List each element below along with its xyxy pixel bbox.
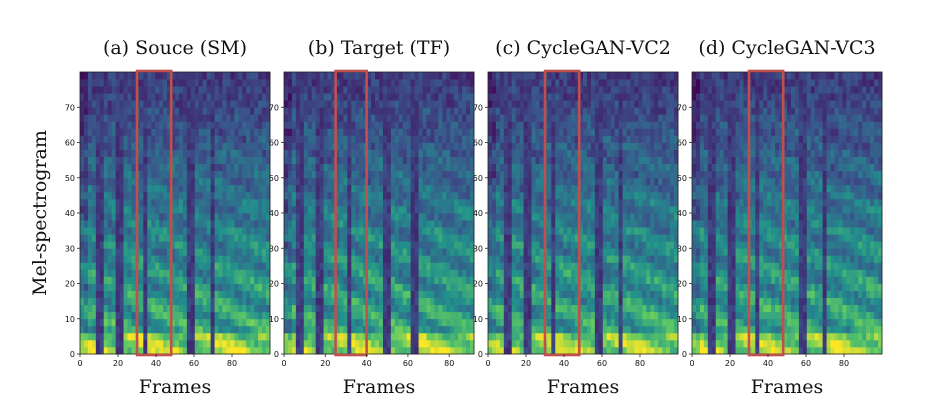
x-tick-label: 0 (689, 359, 694, 368)
y-tick-label: 30 (677, 244, 687, 253)
y-axis-label: Mel-spectrogram (29, 130, 51, 296)
panel-1: (a) Souce (SM) 0 20 40 60 80 0 10 20 30 40 50 60 70 Fr… (65, 37, 271, 398)
y-tick-label: 50 (65, 174, 75, 183)
y-tick-label: 60 (65, 139, 75, 148)
y-tick-label: 30 (473, 244, 483, 253)
y-tick-label: 50 (473, 174, 483, 183)
y-tick-label: 60 (473, 139, 483, 148)
y-tick-label: 0 (70, 350, 75, 359)
panel-title: (c) CycleGAN-VC2 (495, 37, 671, 59)
x-tick-label: 40 (559, 359, 569, 368)
y-tick-label: 0 (274, 350, 279, 359)
x-tick-label: 0 (77, 359, 82, 368)
y-tick-label: 40 (677, 209, 687, 218)
y-tick-label: 0 (682, 350, 687, 359)
y-tick-label: 20 (269, 280, 279, 289)
y-tick-label: 60 (269, 139, 279, 148)
x-axis-label: Frames (139, 376, 212, 398)
highlight-box (334, 69, 368, 357)
y-tick-label: 40 (65, 209, 75, 218)
y-tick-label: 40 (473, 209, 483, 218)
y-tick-label: 0 (478, 350, 483, 359)
x-tick-label: 60 (403, 359, 413, 368)
y-tick-label: 70 (677, 103, 687, 112)
highlight-box (135, 69, 173, 357)
x-tick-label: 40 (151, 359, 161, 368)
y-tick-label: 20 (65, 280, 75, 289)
panel-3: (c) CycleGAN-VC2 0 20 40 60 80 0 10 20 30 40 50 60 70… (473, 37, 679, 398)
x-axis-label: Frames (751, 376, 824, 398)
y-tick-label: 70 (269, 103, 279, 112)
panel-2: (b) Target (TF) 0 20 40 60 80 0 10 20 30 40 50 60 70 F… (269, 37, 475, 398)
y-tick-label: 40 (269, 209, 279, 218)
x-tick-label: 0 (485, 359, 490, 368)
heatmap-cells (80, 72, 271, 355)
y-tick-label: 10 (677, 315, 687, 324)
x-tick-label: 20 (725, 359, 735, 368)
highlight-box (747, 69, 785, 357)
x-tick-label: 60 (801, 359, 811, 368)
x-tick-label: 80 (635, 359, 645, 368)
y-tick-label: 20 (677, 280, 687, 289)
y-tick-label: 70 (65, 103, 75, 112)
x-tick-label: 20 (521, 359, 531, 368)
x-tick-label: 60 (597, 359, 607, 368)
y-tick-label: 30 (65, 244, 75, 253)
panel-title: (a) Souce (SM) (103, 37, 247, 59)
heatmap-cells (488, 72, 679, 355)
y-tick-label: 30 (269, 244, 279, 253)
panels-group: (a) Souce (SM) 0 20 40 60 80 0 10 20 30 40 50 60 70 Fr… (65, 37, 883, 398)
y-tick-label: 20 (473, 280, 483, 289)
x-tick-label: 20 (113, 359, 123, 368)
panel-title: (b) Target (TF) (308, 37, 450, 59)
y-tick-label: 10 (65, 315, 75, 324)
y-tick-label: 10 (269, 315, 279, 324)
y-tick-label: 10 (473, 315, 483, 324)
y-tick-label: 50 (269, 174, 279, 183)
highlight-box (543, 69, 581, 357)
y-tick-label: 60 (677, 139, 687, 148)
x-tick-label: 40 (362, 359, 372, 368)
x-axis-label: Frames (547, 376, 620, 398)
x-tick-label: 40 (763, 359, 773, 368)
y-tick-label: 50 (677, 174, 687, 183)
panel-title: (d) CycleGAN-VC3 (698, 37, 875, 59)
panel-4: (d) CycleGAN-VC3 0 20 40 60 80 0 10 20 30 40 50 60 70… (677, 37, 883, 398)
x-tick-label: 80 (444, 359, 454, 368)
x-tick-label: 80 (839, 359, 849, 368)
x-tick-label: 80 (227, 359, 237, 368)
x-tick-label: 0 (281, 359, 286, 368)
heatmap-cells (692, 72, 883, 355)
y-tick-label: 70 (473, 103, 483, 112)
x-tick-label: 60 (189, 359, 199, 368)
x-tick-label: 20 (320, 359, 330, 368)
x-axis-label: Frames (343, 376, 416, 398)
heatmap-cells (284, 72, 475, 355)
